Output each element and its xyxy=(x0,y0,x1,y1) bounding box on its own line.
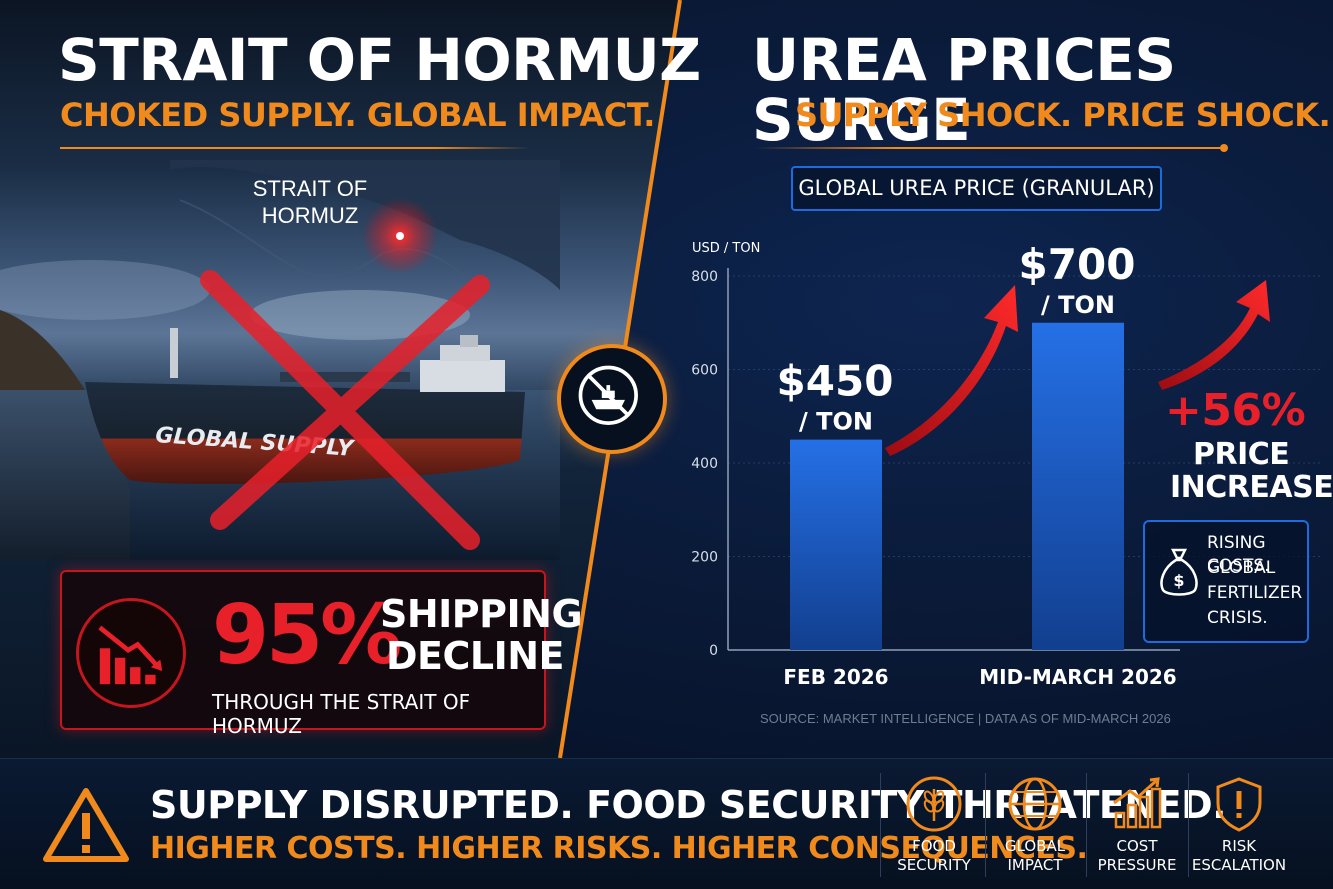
costs-note-line-2: GLOBAL xyxy=(1207,558,1276,578)
x-tick-label: MID-MARCH 2026 xyxy=(979,665,1176,689)
decline-subtext: THROUGH THE STRAIT OF HORMUZ xyxy=(212,690,471,738)
no-ship-icon xyxy=(578,365,638,425)
y-axis-label: USD / TON xyxy=(692,241,760,256)
price-increase-word-price: PRICE xyxy=(1193,437,1290,472)
footer-item-label: FOOD SECURITY xyxy=(897,837,971,874)
price-increase-percent: +56% xyxy=(1165,385,1306,436)
y-tick-label: 0 xyxy=(709,643,718,659)
data-label-unit: / TON xyxy=(1041,291,1115,319)
footer-separator xyxy=(880,773,881,877)
footer-separator xyxy=(985,773,986,877)
right-subtitle: SUPPLY SHOCK. PRICE SHOCK. xyxy=(795,96,1331,134)
price-increase-word-increase: INCREASE xyxy=(1170,470,1333,505)
right-title-rule-dot xyxy=(1220,144,1228,152)
price-bar xyxy=(790,439,882,650)
footer-item-risk-escalation: RISK ESCALATION xyxy=(1189,775,1289,875)
tanker-ship xyxy=(85,328,525,484)
y-tick-label: 800 xyxy=(691,269,718,285)
data-label-unit: / TON xyxy=(799,408,873,436)
footer-sub-text: HIGHER COSTS. HIGHER RISKS. HIGHER CONSE… xyxy=(150,831,1088,866)
y-tick-label: 200 xyxy=(691,550,718,566)
declining-bars-icon xyxy=(76,598,186,708)
money-bag-icon: $ xyxy=(1160,548,1198,596)
x-tick-label: FEB 2026 xyxy=(783,665,888,689)
globe-icon xyxy=(1008,777,1062,831)
decline-percent: 95% xyxy=(212,588,402,683)
rising-costs-note: $ RISING COSTS. GLOBAL FERTILIZER CRISIS… xyxy=(1143,520,1309,643)
shield-alert-icon xyxy=(1216,777,1262,832)
footer-item-cost-pressure: COST PRESSURE xyxy=(1087,775,1187,875)
data-label-value: $700 xyxy=(1019,240,1136,289)
costs-note-line-3: FERTILIZER xyxy=(1207,583,1303,603)
y-tick-label: 600 xyxy=(691,363,718,379)
rising-bars-icon xyxy=(1113,777,1162,829)
y-tick-label: 400 xyxy=(691,456,718,472)
decline-word-decline: DECLINE xyxy=(386,634,565,678)
warning-icon xyxy=(43,788,129,862)
left-title: STRAIT OF HORMUZ xyxy=(58,26,701,94)
trend-arrow xyxy=(1158,280,1270,390)
tanker-scene: GLOBAL SUPPLY xyxy=(0,160,560,560)
footer-separator xyxy=(1086,773,1087,877)
shipping-decline-box: 95% SHIPPING DECLINE THROUGH THE STRAIT … xyxy=(60,570,583,738)
footer-item-global-impact: GLOBAL IMPACT xyxy=(985,775,1085,875)
right-title: UREA PRICES SURGE xyxy=(752,26,1176,154)
footer-item-label: GLOBAL IMPACT xyxy=(1004,837,1066,874)
wheat-icon xyxy=(906,776,962,832)
costs-note-line-4: CRISIS. xyxy=(1207,608,1268,628)
map-strait-label: STRAIT OF HORMUZ xyxy=(252,176,368,228)
svg-text:$: $ xyxy=(1173,571,1184,590)
left-subtitle: CHOKED SUPPLY. GLOBAL IMPACT. xyxy=(60,96,655,134)
footer-item-food-security: FOOD SECURITY xyxy=(884,775,984,875)
no-shipping-badge xyxy=(557,344,667,454)
costs-note-line-1: RISING COSTS. xyxy=(1207,533,1270,576)
trend-arrow xyxy=(885,285,1018,456)
footer-separator xyxy=(1188,773,1189,877)
left-title-rule xyxy=(60,147,530,149)
footer-item-label: COST PRESSURE xyxy=(1097,837,1177,874)
right-title-rule xyxy=(755,147,1225,149)
map-landmass xyxy=(170,160,560,290)
chart-title: GLOBAL UREA PRICE (GRANULAR) xyxy=(791,166,1162,211)
price-bar xyxy=(1032,322,1124,650)
data-label-value: $450 xyxy=(777,357,894,406)
decline-word-shipping: SHIPPING xyxy=(380,592,583,636)
red-cross-mark xyxy=(200,270,490,550)
source-note: SOURCE: MARKET INTELLIGENCE | DATA AS OF… xyxy=(760,711,1171,726)
footer-banner: SUPPLY DISRUPTED. FOOD SECURITY THREATEN… xyxy=(0,758,1333,889)
footer-item-label: RISK ESCALATION xyxy=(1191,837,1287,874)
